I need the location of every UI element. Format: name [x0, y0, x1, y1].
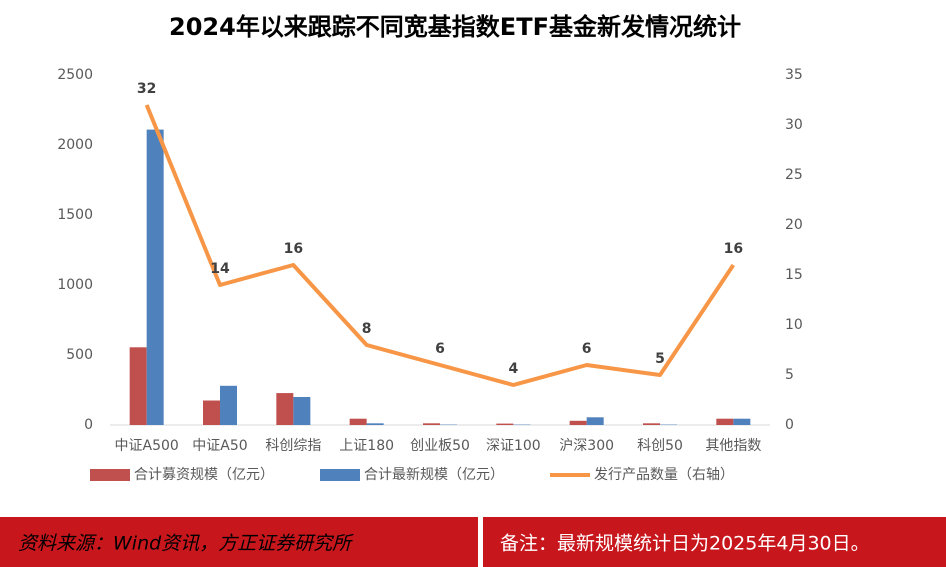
data-label: 8	[362, 321, 372, 337]
data-label: 5	[655, 351, 665, 367]
y2-tick-label: 5	[785, 367, 794, 383]
data-label: 16	[284, 241, 303, 257]
y2-tick-label: 25	[785, 167, 803, 183]
y-tick-label: 500	[66, 347, 93, 363]
y2-tick-label: 35	[785, 67, 803, 83]
data-label: 4	[508, 361, 518, 377]
x-tick-label: 科创50	[637, 438, 683, 454]
x-tick-label: 上证180	[339, 438, 394, 454]
data-label: 14	[210, 261, 230, 277]
y-tick-label: 0	[84, 417, 93, 433]
y-tick-label: 1500	[57, 207, 93, 223]
legend-swatch	[90, 469, 130, 481]
y2-tick-label: 0	[785, 417, 794, 433]
data-label: 6	[435, 341, 445, 357]
legend-label: 发行产品数量（右轴）	[594, 467, 734, 483]
source: 资料来源：Wind资讯，方正证券研究所	[18, 533, 354, 555]
y2-tick-label: 20	[785, 217, 803, 233]
legend-label: 合计最新规模（亿元）	[364, 467, 504, 483]
bar	[643, 423, 660, 425]
y-tick-label: 1000	[57, 277, 93, 293]
y2-tick-label: 30	[785, 117, 803, 133]
chart-title: 2024年以来跟踪不同宽基指数ETF基金新发情况统计	[169, 13, 741, 41]
bar	[733, 418, 751, 425]
bar	[496, 423, 514, 425]
bar	[716, 418, 734, 425]
bar	[423, 423, 440, 425]
x-tick-label: 创业板50	[410, 438, 470, 454]
bar	[146, 129, 164, 425]
y-tick-label: 2500	[57, 67, 93, 83]
footer-left	[0, 517, 478, 567]
x-tick-label: 沪深300	[559, 438, 614, 454]
x-tick-label: 中证A50	[192, 438, 247, 454]
bar	[203, 400, 220, 425]
x-tick-label: 其他指数	[705, 438, 761, 454]
bar	[129, 347, 147, 425]
y2-tick-label: 15	[785, 267, 803, 283]
x-tick-label: 中证A500	[115, 438, 179, 454]
bar	[586, 417, 604, 425]
legend-swatch	[320, 469, 360, 481]
data-label: 16	[724, 241, 743, 257]
x-tick-label: 科创综指	[265, 438, 321, 454]
bar	[366, 423, 384, 425]
bar	[276, 393, 294, 425]
bar	[569, 420, 587, 425]
bar	[349, 418, 367, 425]
line	[144, 104, 735, 387]
data-label: 6	[582, 341, 592, 357]
note: 备注：最新规模统计日为2025年4月30日。	[500, 533, 870, 555]
footer-right	[483, 517, 946, 567]
y2-tick-label: 10	[785, 317, 803, 333]
bar	[220, 385, 237, 425]
y-tick-label: 2000	[57, 137, 93, 153]
legend-label: 合计募资规模（亿元）	[134, 467, 274, 483]
data-label: 32	[137, 81, 156, 97]
x-tick-label: 深证100	[486, 438, 541, 454]
bar	[293, 397, 311, 425]
